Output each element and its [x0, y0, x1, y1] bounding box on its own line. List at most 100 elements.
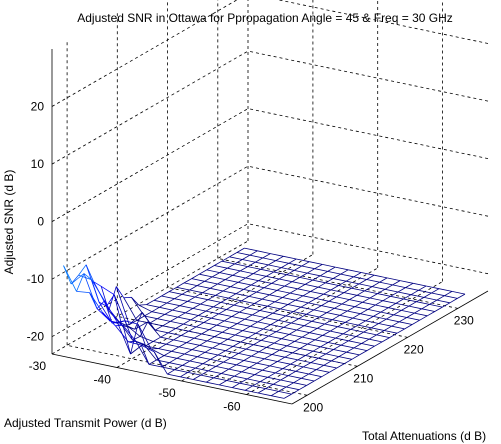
mesh-line [267, 301, 276, 307]
mesh-line [353, 343, 362, 349]
mesh-line [248, 296, 263, 300]
mesh-line [381, 337, 390, 343]
mesh-line [305, 350, 314, 356]
mesh-line [256, 362, 270, 367]
mesh-line [191, 349, 206, 353]
mesh-line [352, 317, 366, 322]
mesh-line [397, 287, 406, 293]
mesh-line [329, 367, 337, 373]
mesh-line [137, 323, 152, 350]
mesh-line [164, 314, 178, 318]
mesh-line [236, 247, 245, 253]
mesh-line [285, 311, 294, 317]
mesh-line [227, 334, 236, 340]
y-axis-label: Adjusted Transmit Power (d B) [4, 416, 167, 430]
mesh-line [368, 334, 377, 340]
mesh-line [403, 298, 417, 303]
mesh-line [234, 375, 248, 380]
mesh-line [303, 362, 312, 368]
mesh-line [225, 346, 234, 352]
mesh-line [226, 380, 240, 384]
mesh-line [361, 272, 375, 276]
mesh-line [318, 357, 332, 362]
mesh-line [231, 311, 240, 317]
mesh-line [176, 282, 185, 288]
mesh-line [202, 292, 216, 296]
mesh-line [220, 343, 234, 347]
mesh-line [371, 323, 379, 329]
grid-line [67, 344, 308, 396]
mesh-line [198, 310, 207, 316]
mesh-line [326, 312, 340, 316]
mesh-line [214, 260, 222, 266]
mesh-line [213, 373, 222, 379]
mesh-line [330, 289, 345, 293]
mesh-line [315, 293, 324, 299]
mesh-line [212, 347, 226, 352]
mesh-line [124, 320, 133, 341]
mesh-line [217, 354, 231, 359]
mesh-line [211, 317, 225, 322]
mesh-line [377, 293, 391, 297]
mesh-line [406, 317, 420, 321]
mesh-line [281, 262, 289, 268]
mesh-line [274, 342, 288, 347]
mesh-line [178, 342, 187, 348]
mesh-line [253, 273, 267, 277]
mesh-line [252, 314, 266, 318]
grid-line [247, 165, 489, 217]
mesh-line [323, 289, 332, 295]
mesh-line [390, 291, 399, 297]
mesh-line [410, 294, 425, 298]
mesh-line [165, 339, 174, 345]
mesh-line [255, 261, 269, 266]
mesh-line [241, 371, 255, 375]
mesh-line [253, 344, 267, 348]
mesh-line [217, 350, 226, 356]
mesh-line [262, 369, 276, 374]
mesh-line [203, 322, 217, 326]
mesh-line [289, 292, 304, 297]
mesh-line [182, 360, 191, 366]
mesh-line [358, 320, 366, 326]
mesh-line [215, 366, 229, 370]
mesh-line [379, 277, 388, 283]
mesh-line [309, 328, 318, 334]
mesh-line [177, 316, 191, 321]
mesh-line [153, 341, 167, 345]
mesh-line [395, 303, 409, 307]
mesh-line [244, 318, 258, 323]
mesh-line [104, 300, 113, 324]
mesh-line [237, 323, 251, 327]
mesh-line [305, 284, 319, 288]
mesh-line [347, 310, 361, 315]
mesh-line [367, 309, 381, 313]
mesh-line [222, 286, 231, 292]
mesh-line [113, 294, 128, 326]
mesh-line [255, 328, 264, 334]
mesh-line [196, 326, 210, 330]
mesh-line [442, 302, 451, 308]
mesh-line [252, 385, 266, 389]
mesh-line [349, 294, 358, 300]
mesh-line [284, 356, 298, 361]
mesh-line [275, 260, 289, 264]
mesh-line [234, 330, 243, 336]
mesh-line [339, 314, 353, 319]
mesh-line [392, 284, 406, 288]
mesh-line [191, 344, 200, 350]
mesh-line [198, 315, 212, 319]
mesh-line [166, 298, 175, 304]
mesh-line [367, 304, 376, 310]
mesh-line [351, 354, 360, 360]
mesh-line [334, 307, 348, 312]
mesh-line [229, 327, 243, 331]
grid-line [51, 0, 238, 107]
mesh-line [255, 332, 269, 337]
mesh-line [310, 357, 319, 363]
mesh-line [207, 295, 216, 301]
mesh-line [365, 316, 374, 322]
mesh-line [214, 331, 223, 337]
mesh-line [157, 314, 165, 320]
mesh-line [293, 306, 302, 312]
